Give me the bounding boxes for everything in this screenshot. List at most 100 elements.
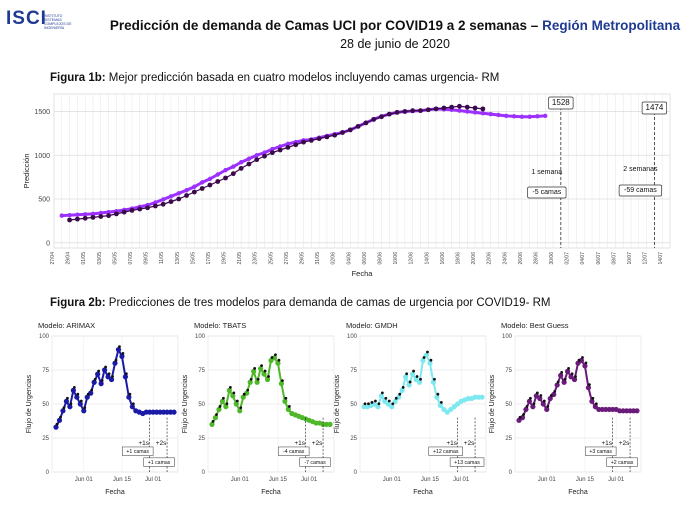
- data-point: [168, 199, 174, 205]
- data-point: [386, 111, 392, 117]
- two-week-change-label: -7 camas: [304, 460, 326, 466]
- data-point: [449, 104, 455, 110]
- x-tick-label: 14/07: [658, 252, 664, 265]
- fitted-point: [77, 401, 83, 407]
- data-point: [418, 108, 423, 114]
- observed-point: [97, 369, 101, 373]
- fitted-point: [261, 371, 267, 377]
- observed-point: [415, 375, 419, 378]
- fitted-point: [257, 366, 264, 372]
- observed-point: [588, 383, 591, 387]
- fitted-point: [634, 408, 640, 414]
- one-week-change-label: -4 camas: [283, 449, 305, 455]
- y-tick-label: 1500: [34, 109, 50, 116]
- observed-point: [363, 402, 367, 406]
- x-tick-label: 07/05: [128, 252, 134, 265]
- data-point: [543, 113, 548, 119]
- panel-y-tick-label: 100: [195, 334, 206, 340]
- panel-y-tick-label: 100: [502, 334, 513, 340]
- one-week-change-label: -5 camas: [532, 189, 561, 196]
- one-week-label: +1s: [601, 440, 612, 447]
- title-region: Región Metropolitana: [542, 18, 681, 33]
- fitted-point: [251, 368, 257, 374]
- one-week-change-label-box: [527, 186, 567, 199]
- observed-point: [563, 377, 567, 381]
- panel-y-tick-label: 25: [42, 436, 49, 442]
- observed-point: [567, 366, 570, 370]
- fitted-point: [540, 401, 546, 407]
- observed-point: [570, 372, 574, 376]
- two-week-change-label-box: [606, 457, 638, 467]
- data-point: [308, 137, 314, 143]
- data-point: [262, 150, 267, 155]
- observed-point: [76, 392, 80, 396]
- x-tick-label: 05/05: [112, 252, 118, 265]
- x-tick-label: 14/06: [424, 252, 430, 265]
- observed-point: [387, 399, 391, 403]
- fitted-point: [519, 415, 526, 421]
- fitted-point: [237, 408, 243, 414]
- observed-point: [232, 391, 236, 395]
- data-point: [176, 191, 181, 196]
- panel-y-tick-label: 0: [202, 470, 206, 476]
- observed-point: [426, 350, 429, 354]
- data-point: [199, 186, 205, 191]
- data-point: [472, 105, 478, 111]
- page-title: Predicción de demanda de Camas UCI por C…: [90, 18, 700, 33]
- fitted-point: [101, 367, 108, 373]
- one-week-change-label: +12 camas: [433, 449, 459, 455]
- observed-point: [66, 396, 69, 400]
- fitted-point: [430, 379, 437, 385]
- x-tick-label: 31/05: [315, 252, 321, 265]
- data-point: [254, 157, 260, 163]
- one-week-change-label-box: [122, 446, 154, 456]
- two-week-change-label-box: [618, 184, 663, 197]
- observed-point: [263, 369, 267, 373]
- fitted-point: [119, 353, 125, 359]
- fitted-point: [98, 381, 104, 387]
- fitted-point: [578, 357, 585, 364]
- data-point: [465, 109, 470, 114]
- observed-point: [260, 364, 263, 368]
- data-point: [145, 205, 150, 211]
- observed-point: [253, 366, 257, 370]
- data-point: [504, 113, 509, 119]
- one-week-change-label-box: [585, 446, 617, 456]
- x-tick-label: 27/05: [284, 252, 290, 265]
- observed-point: [581, 356, 584, 359]
- one-week-change-label-box: [428, 446, 463, 456]
- two-week-change-label: -59 camas: [624, 187, 657, 194]
- observed-point: [546, 405, 550, 408]
- x-tick-label: 29/05: [300, 252, 306, 265]
- data-point: [379, 114, 384, 120]
- observed-point: [394, 396, 398, 400]
- two-week-label: +2s: [156, 440, 167, 447]
- observed-point: [556, 380, 560, 384]
- observed-point: [79, 399, 83, 403]
- data-point: [98, 214, 104, 219]
- fitted-point: [547, 395, 553, 402]
- data-point: [153, 200, 158, 205]
- data-point: [184, 193, 189, 198]
- fitted-point: [240, 394, 246, 400]
- panel-y-tick-label: 75: [198, 368, 205, 374]
- observed-point: [69, 402, 73, 406]
- x-axis-title: Fecha: [352, 269, 374, 278]
- observed-point: [374, 399, 377, 403]
- y-tick-label: 0: [46, 240, 50, 247]
- data-point: [82, 215, 88, 221]
- panel-title: Modelo: TBATS: [194, 321, 246, 330]
- fitted-point: [63, 398, 70, 404]
- data-point: [488, 111, 493, 117]
- fitted-point: [585, 385, 592, 391]
- title-main: Predicción de demanda de Camas UCI por C…: [109, 18, 543, 33]
- data-point: [433, 106, 439, 112]
- figure2-caption: Figura 2b: Predicciones de tres modelos …: [50, 297, 550, 309]
- data-point: [168, 194, 174, 199]
- fitted-point: [275, 360, 281, 366]
- fitted-point: [212, 415, 219, 421]
- data-point: [519, 114, 525, 119]
- observed-point: [267, 375, 270, 378]
- observed-point: [436, 392, 440, 396]
- panel-x-axis-title: Fecha: [568, 489, 588, 496]
